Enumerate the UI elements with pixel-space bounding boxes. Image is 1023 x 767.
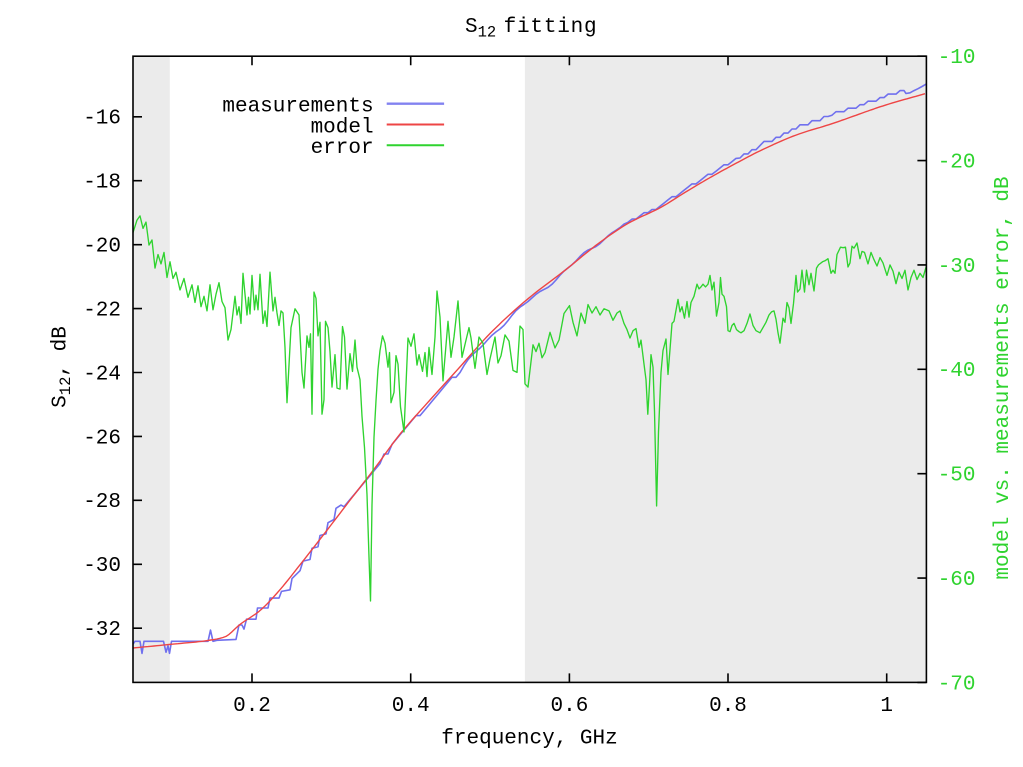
svg-text:-30: -30 <box>83 555 121 578</box>
svg-text:-22: -22 <box>83 300 121 323</box>
svg-text:-20: -20 <box>938 152 976 175</box>
svg-text:-26: -26 <box>83 427 121 450</box>
svg-text:-70: -70 <box>938 673 976 696</box>
svg-text:-40: -40 <box>938 360 976 383</box>
svg-text:S12, dB: S12, dB <box>50 326 76 408</box>
svg-text:-24: -24 <box>83 363 121 386</box>
svg-text:-30: -30 <box>938 256 976 279</box>
svg-text:frequency, GHz: frequency, GHz <box>441 728 617 751</box>
svg-text:model: model <box>311 116 374 139</box>
svg-text:-18: -18 <box>83 172 121 195</box>
svg-text:-32: -32 <box>83 619 121 642</box>
svg-text:0.6: 0.6 <box>550 695 588 718</box>
svg-text:-10: -10 <box>938 47 976 70</box>
svg-text:0.2: 0.2 <box>233 695 271 718</box>
svg-text:-50: -50 <box>938 465 976 488</box>
svg-text:-20: -20 <box>83 236 121 259</box>
svg-text:-16: -16 <box>83 108 121 131</box>
svg-text:model vs. measurements error,: model vs. measurements error, dB <box>992 176 1015 579</box>
svg-text:0.4: 0.4 <box>392 695 430 718</box>
svg-text:error: error <box>311 137 374 160</box>
svg-text:1: 1 <box>880 695 893 718</box>
svg-text:-60: -60 <box>938 569 976 592</box>
svg-text:0.8: 0.8 <box>709 695 747 718</box>
svg-text:measurements: measurements <box>222 96 373 119</box>
svg-text:-28: -28 <box>83 491 121 514</box>
